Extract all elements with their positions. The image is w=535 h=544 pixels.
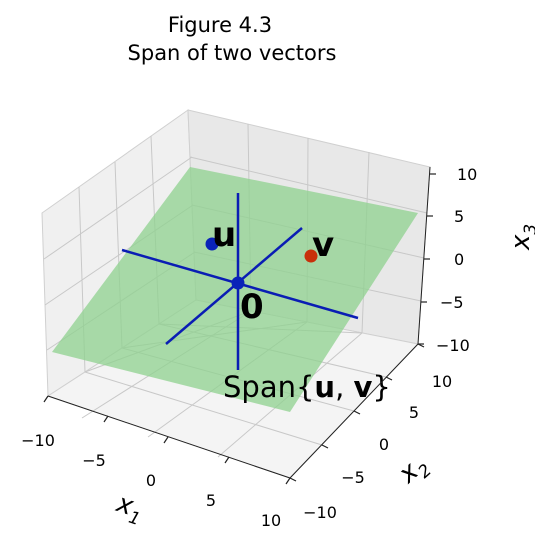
x3-label-letter: x: [506, 234, 535, 251]
x3-tick-3: 5: [454, 207, 464, 226]
figure-title: Figure 4.3: [168, 13, 272, 37]
span-v: v: [354, 370, 373, 404]
x2-axis-label: x2: [392, 449, 436, 493]
x3-tick-0: −10: [436, 336, 470, 355]
v-label: v: [312, 225, 334, 265]
x3-tick-1: −5: [440, 293, 464, 312]
x1-axis-label: x1: [110, 488, 147, 530]
x3-tick-2: 0: [454, 250, 464, 269]
x2-tick-3: 5: [409, 403, 419, 422]
x2-tick-0: −10: [303, 503, 337, 522]
x1-tick-1: −5: [82, 451, 106, 470]
span-sep: ,: [335, 370, 353, 404]
figure-subtitle: Span of two vectors: [128, 41, 337, 65]
x2-tick-1: −5: [341, 468, 365, 487]
x1-tick-4: 10: [261, 511, 281, 530]
span-u: u: [314, 370, 335, 404]
x3-axis: 10 5 0 −5 −10 x3: [418, 165, 535, 355]
x2-tick-2: 0: [379, 435, 389, 454]
u-label: u: [212, 215, 236, 255]
x1-tick-3: 5: [206, 491, 216, 510]
x3-tick-4: 10: [457, 165, 477, 184]
x3-label-subscript: 3: [521, 224, 535, 235]
x3-axis-label: x3: [506, 224, 535, 251]
origin-label: 0: [240, 287, 264, 327]
span-prefix: Span{: [223, 370, 314, 404]
x2-tick-4: 10: [432, 372, 452, 391]
x1-tick-0: −10: [21, 431, 55, 450]
x1-tick-2: 0: [146, 471, 156, 490]
